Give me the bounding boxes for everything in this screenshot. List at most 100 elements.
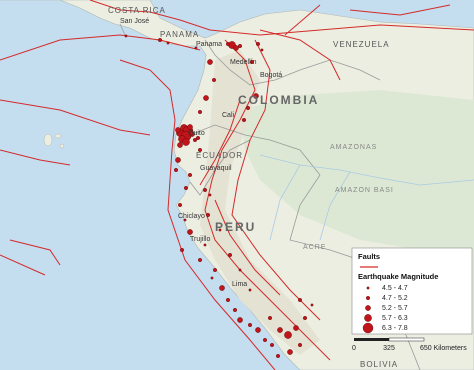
earthquake	[276, 354, 281, 359]
earthquake	[175, 157, 181, 163]
earthquake	[208, 193, 212, 197]
earthquake	[263, 338, 268, 343]
city-label: Chiclayo	[178, 213, 205, 220]
earthquake	[203, 243, 207, 247]
earthquake	[197, 109, 202, 114]
city-label: Guayaquil	[200, 165, 232, 172]
earthquake	[179, 247, 184, 252]
earthquake	[245, 105, 250, 110]
earthquake	[177, 202, 182, 207]
scale-segment	[354, 338, 389, 341]
earthquake	[175, 127, 181, 133]
earthquake	[253, 93, 259, 99]
earthquake	[195, 135, 200, 140]
legend-label: 4.5 - 4.7	[382, 285, 408, 292]
earthquake	[237, 44, 242, 49]
earthquake	[233, 45, 239, 51]
country-label: VENEZUELA	[333, 40, 390, 49]
place-labels: COSTA RICA San José PANAMA Panama VENEZU…	[108, 6, 398, 369]
legend-symbol	[364, 314, 372, 322]
earthquake	[284, 331, 292, 339]
country-label: PANAMA	[160, 30, 199, 39]
earthquake	[157, 38, 162, 43]
earthquake	[207, 59, 213, 65]
legend-label: 4.7 - 5.2	[382, 295, 408, 302]
city-label: Lima	[232, 281, 247, 288]
earthquake	[187, 229, 193, 235]
earthquake	[256, 42, 261, 47]
earthquake	[298, 298, 303, 303]
legend-symbol	[366, 286, 370, 290]
earthquake	[183, 185, 188, 190]
earthquake	[202, 187, 207, 192]
earthquake	[238, 268, 242, 272]
scale-segment	[388, 337, 425, 342]
legend-heading: Earthquake Magnitude	[358, 272, 438, 281]
earthquake	[260, 48, 264, 52]
legend-heading: Faults	[358, 252, 380, 261]
city-label: Trujillo	[190, 236, 210, 243]
legend-label: 5.7 - 6.3	[382, 315, 408, 322]
country-label: BOLIVIA	[360, 360, 398, 369]
earthquake	[241, 117, 246, 122]
earthquake	[218, 228, 222, 232]
legend-label: 6.3 - 7.8	[382, 325, 408, 332]
region-label: ACRE	[303, 244, 326, 251]
earthquake	[249, 60, 254, 65]
earthquake	[205, 212, 210, 217]
earthquake	[255, 327, 261, 333]
earthquake	[277, 327, 283, 333]
earthquake	[298, 343, 303, 348]
city-label: Bogotá	[260, 72, 282, 79]
scale-label: 0	[352, 345, 356, 352]
earthquake	[293, 325, 299, 331]
earthquake	[194, 46, 198, 50]
city-label: Quito	[188, 130, 205, 137]
earthquake	[225, 298, 230, 303]
city-label: San José	[120, 18, 149, 25]
legend-symbol	[365, 305, 371, 311]
earthquake	[232, 308, 237, 313]
scale-label: 325	[383, 345, 395, 352]
country-label: PERU	[215, 220, 256, 234]
earthquake	[203, 95, 209, 101]
earthquake	[211, 77, 216, 82]
earthquake	[248, 288, 252, 292]
legend: Faults Earthquake Magnitude 4.5 - 4.7 4.7…	[351, 247, 473, 335]
andes	[200, 50, 320, 355]
scale-label: 650 Kilometers	[420, 345, 467, 352]
earthquake	[173, 167, 178, 172]
earthquake	[183, 218, 187, 222]
country-label: ECUADOR	[196, 151, 243, 160]
earthquake	[310, 303, 314, 307]
city-label: Cali	[222, 112, 235, 119]
region-label: AMAZON BASI	[335, 187, 394, 194]
legend-symbol	[366, 296, 371, 301]
earthquake	[189, 131, 195, 137]
earthquake	[268, 316, 273, 321]
earthquake	[124, 34, 128, 38]
earthquake	[212, 268, 217, 273]
city-label: Panama	[196, 41, 222, 48]
legend-box	[351, 247, 473, 335]
earthquake	[187, 172, 192, 177]
earthquake	[177, 142, 183, 148]
earthquake	[210, 276, 214, 280]
legend-label: 5.2 - 5.7	[382, 305, 408, 312]
earthquake	[287, 349, 293, 355]
rivers	[259, 154, 474, 241]
earthquake	[166, 41, 170, 45]
earthquakes	[124, 34, 314, 359]
islands	[43, 133, 65, 149]
earthquake	[182, 138, 190, 146]
earthquake	[247, 323, 252, 328]
earthquake	[219, 285, 225, 291]
earthquake	[187, 124, 193, 130]
earthquake	[197, 258, 202, 263]
legend-symbol	[362, 322, 374, 334]
earthquake	[192, 137, 197, 142]
region-label: AMAZONAS	[330, 144, 377, 151]
legend-items: 4.5 - 4.7 4.7 - 5.2 5.2 - 5.7 5.7 - 6.3 6.3 …	[362, 285, 408, 334]
